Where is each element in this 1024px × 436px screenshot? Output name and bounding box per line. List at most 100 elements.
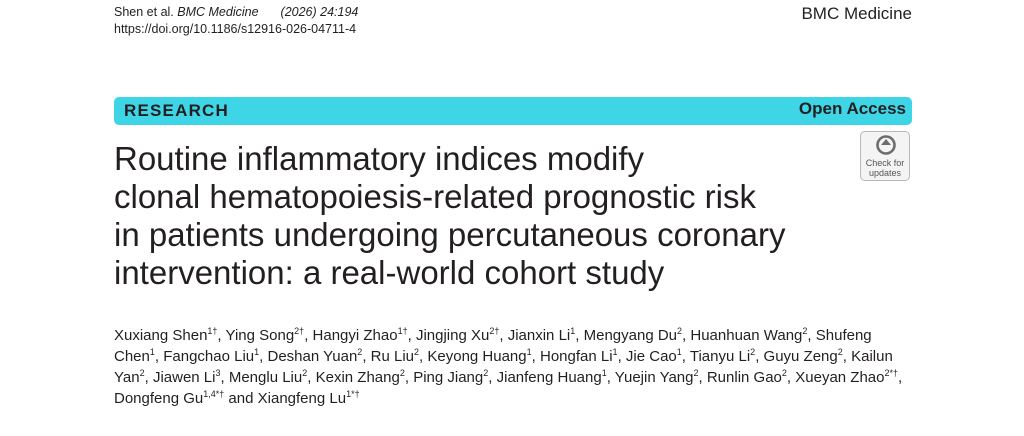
author-name[interactable]: Jiawen Li bbox=[152, 369, 216, 386]
author-name[interactable]: Xuxiang Shen bbox=[114, 327, 208, 344]
author-name[interactable]: Dongfeng Gu bbox=[114, 390, 204, 407]
author-name[interactable]: Kailun Yan bbox=[114, 348, 893, 386]
author-name[interactable]: Kexin Zhang bbox=[315, 369, 400, 386]
author-name[interactable]: Ying Song bbox=[225, 327, 295, 344]
citation-year-volume: (2026) 24:194 bbox=[280, 5, 359, 19]
author-separator: , bbox=[154, 348, 164, 365]
author-separator: , bbox=[407, 327, 416, 344]
author-entry: Runlin Gao2, bbox=[706, 369, 796, 387]
author-name[interactable]: Jianxin Li bbox=[507, 327, 571, 344]
author-entry: Jingjing Xu2†, bbox=[415, 327, 508, 345]
check-for-updates-badge[interactable]: Check for updates bbox=[860, 131, 910, 181]
author-entry: Tianyu Li2, bbox=[689, 347, 764, 366]
author-separator: , bbox=[531, 348, 540, 365]
author-separator: and bbox=[224, 390, 258, 407]
author-name[interactable]: Fangchao Liu bbox=[163, 348, 255, 365]
author-entry: Guyu Zeng2, bbox=[763, 348, 852, 366]
author-entry: Yuejin Yang2, bbox=[614, 368, 707, 387]
author-separator: , bbox=[807, 327, 816, 344]
author-separator: , bbox=[786, 369, 796, 386]
author-name[interactable]: Ping Jiang bbox=[413, 369, 484, 386]
author-affiliation: 2 bbox=[693, 368, 699, 378]
author-entry: Ping Jiang2, bbox=[413, 369, 496, 387]
author-affiliation: 3 bbox=[215, 368, 221, 378]
author-name[interactable]: Jianfeng Huang bbox=[496, 369, 602, 386]
author-name[interactable]: Deshan Yuan bbox=[267, 348, 358, 365]
author-affiliation: 1 bbox=[149, 347, 155, 357]
author-entry: Hongfan Li1, bbox=[539, 347, 626, 366]
author-affiliation: 2 bbox=[357, 347, 363, 357]
citation-header: Shen et al. BMC Medicine (2026) 24:194 ht… bbox=[114, 4, 358, 38]
citation-authors: Shen et al. bbox=[114, 5, 178, 19]
author-separator: , bbox=[307, 369, 316, 386]
author-separator: , bbox=[499, 327, 508, 344]
author-affiliation: 1† bbox=[397, 326, 408, 336]
author-entry: Jiawen Li3, bbox=[152, 368, 229, 387]
title-line: Routine inflammatory indices modify bbox=[114, 140, 645, 177]
author-separator: , bbox=[304, 327, 313, 344]
author-affiliation: 2 bbox=[302, 368, 308, 378]
author-name[interactable]: Tianyu Li bbox=[689, 348, 751, 365]
author-entry: Menglu Liu2, bbox=[228, 368, 316, 387]
author-name[interactable]: Hangyi Zhao bbox=[312, 327, 398, 344]
author-entry: Huanhuan Wang2, bbox=[690, 326, 816, 345]
author-affiliation: 1*† bbox=[346, 389, 360, 399]
author-entry: Deshan Yuan2, bbox=[267, 347, 371, 366]
author-entry: Xiangfeng Lu1*† bbox=[257, 389, 360, 408]
author-name[interactable]: Jie Cao bbox=[625, 348, 677, 365]
author-name[interactable]: Huanhuan Wang bbox=[690, 327, 803, 344]
author-affiliation: 2 bbox=[139, 368, 145, 378]
author-separator: , bbox=[144, 369, 153, 386]
title-line: in patients undergoing percutaneous coro… bbox=[114, 216, 786, 253]
author-separator: , bbox=[404, 369, 414, 386]
author-separator: , bbox=[575, 327, 584, 344]
author-affiliation: 2† bbox=[294, 326, 305, 336]
author-name[interactable]: Shufeng Chen bbox=[114, 327, 872, 365]
article-type-label: RESEARCH bbox=[124, 101, 230, 120]
author-separator: , bbox=[898, 369, 903, 386]
doi-link[interactable]: https://doi.org/10.1186/s12916-026-04711… bbox=[114, 22, 357, 36]
author-name[interactable]: Runlin Gao bbox=[706, 369, 782, 386]
author-separator: , bbox=[617, 348, 626, 365]
author-entry: Xuxiang Shen1†, bbox=[114, 326, 226, 345]
author-name[interactable]: Xueyan Zhao bbox=[795, 369, 885, 386]
open-access-label: Open Access bbox=[798, 99, 906, 118]
author-affiliation: 1 bbox=[526, 347, 532, 357]
author-separator: , bbox=[220, 369, 229, 386]
author-affiliation: 1 bbox=[612, 347, 618, 357]
author-affiliation: 2 bbox=[399, 368, 405, 378]
author-entry: Mengyang Du2, bbox=[583, 327, 691, 345]
author-name[interactable]: Keyong Huang bbox=[427, 348, 527, 365]
author-name[interactable]: Ru Liu bbox=[370, 348, 415, 365]
author-entry: Hangyi Zhao1†, bbox=[312, 326, 416, 345]
author-name[interactable]: Menglu Liu bbox=[228, 369, 303, 386]
author-separator: , bbox=[842, 348, 852, 365]
author-name[interactable]: Jingjing Xu bbox=[415, 327, 490, 344]
author-separator: , bbox=[698, 369, 707, 386]
author-entry: Kailun Yan2, bbox=[114, 348, 893, 386]
author-name[interactable]: Xiangfeng Lu bbox=[257, 390, 347, 407]
author-entry: Xueyan Zhao2*†, bbox=[795, 369, 903, 387]
author-entry: Shufeng Chen1, bbox=[114, 327, 872, 365]
check-updates-text: Check for updates bbox=[865, 158, 905, 178]
author-name[interactable]: Mengyang Du bbox=[583, 327, 678, 344]
author-name[interactable]: Hongfan Li bbox=[539, 348, 613, 365]
author-affiliation: 1† bbox=[207, 326, 218, 336]
check-updates-icon bbox=[876, 135, 896, 155]
journal-name: BMC Medicine bbox=[801, 4, 912, 23]
author-entry: Jianfeng Huang1, bbox=[496, 368, 615, 387]
author-affiliation: 1 bbox=[601, 368, 607, 378]
article-type-banner: RESEARCH Open Access bbox=[114, 97, 912, 125]
citation-journal: BMC Medicine bbox=[177, 5, 259, 19]
author-affiliation: 2 bbox=[750, 347, 756, 357]
author-separator: , bbox=[362, 348, 371, 365]
citation-line: Shen et al. BMC Medicine (2026) 24:194 bbox=[114, 4, 358, 21]
author-name[interactable]: Yuejin Yang bbox=[614, 369, 694, 386]
author-separator: , bbox=[681, 348, 690, 365]
author-affiliation: 1 bbox=[254, 347, 260, 357]
author-affiliation: 2 bbox=[802, 326, 808, 336]
author-name[interactable]: Guyu Zeng bbox=[763, 348, 838, 365]
author-entry: Jie Cao1, bbox=[625, 348, 690, 366]
author-separator: , bbox=[682, 327, 691, 344]
author-affiliation: 1,4*† bbox=[203, 389, 225, 399]
